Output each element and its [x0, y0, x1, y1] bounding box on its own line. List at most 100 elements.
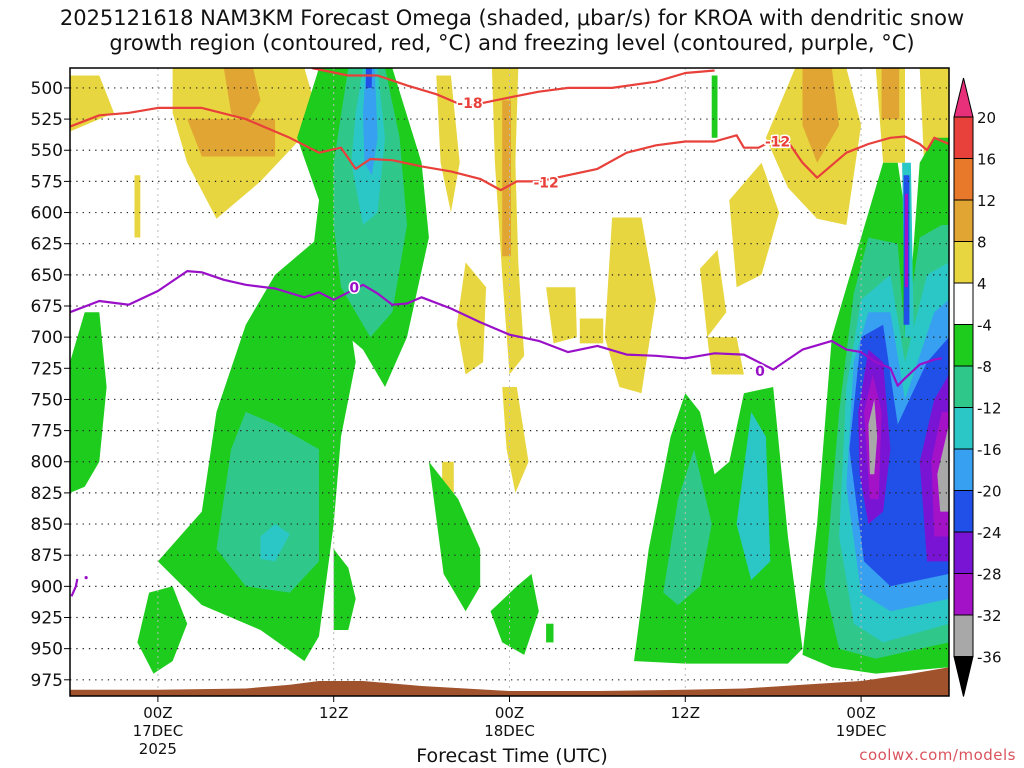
omega-region-20: [881, 68, 900, 120]
y-tick-label-750: 750: [31, 390, 63, 410]
omega-region-12: [604, 217, 656, 394]
x-axis-title: Forecast Time (UTC): [416, 745, 608, 767]
x-tick-date-0: 17DEC: [133, 722, 184, 740]
omega-shading: [70, 68, 949, 674]
contour-dot: [84, 576, 88, 580]
y-tick-label-850: 850: [31, 515, 63, 535]
y-tick-label-600: 600: [31, 204, 63, 224]
colorbar-label-11: -28: [977, 566, 1002, 584]
omega-region-50: [937, 424, 949, 512]
colorbar-label-6: -8: [977, 358, 992, 376]
contour-2: [70, 270, 942, 387]
gridlines: [70, 68, 949, 696]
omega-region-9: [502, 387, 529, 493]
contour-labels: -18 -12 -12 0 0: [348, 94, 792, 381]
colorbar-label-8: -16: [977, 441, 1002, 459]
colorbar-label-12: -32: [977, 607, 1002, 625]
omega-region-35: [490, 573, 539, 655]
omega-region-2: [223, 68, 261, 126]
colorbar-label-7: -12: [977, 400, 1002, 418]
y-tick-label-800: 800: [31, 453, 63, 473]
omega-region-24: [137, 586, 188, 674]
site-credit: coolwx.com/models: [859, 746, 1016, 764]
contour-label-1: -12: [533, 176, 558, 192]
colorbar-label-3: 8: [977, 234, 987, 252]
x-tick-label-0: 00Z: [143, 704, 172, 722]
contour-label-4: 0: [755, 364, 765, 380]
omega-region-22: [711, 75, 718, 138]
colorbar-bin-top: [953, 77, 974, 118]
contour-label-3: 0: [349, 280, 359, 296]
omega-region-0: [70, 75, 114, 132]
x-tick-label-12: 12Z: [319, 704, 348, 722]
omega-region-53: [905, 193, 908, 288]
omega-region-36: [546, 623, 554, 643]
y-tick-label-700: 700: [31, 328, 63, 348]
contour-label-2: -12: [765, 135, 790, 151]
colorbar-bin-8: [953, 407, 974, 450]
y-tick-label-675: 675: [31, 297, 63, 317]
colorbar-bin-11: [953, 531, 974, 574]
contour-0: [311, 68, 715, 108]
colorbar: 20 16 12 8 4 -4 -8 -12 -16 -20 -24 -28 -32 -36: [953, 77, 1002, 697]
colorbar-bin-bottom: [953, 656, 974, 697]
omega-region-4: [134, 175, 141, 238]
y-tick-label-575: 575: [31, 172, 63, 192]
colorbar-bin-12: [953, 573, 974, 616]
omega-region-3: [187, 119, 276, 157]
omega-region-15: [707, 337, 744, 375]
x-tick-label-48: 00Z: [846, 704, 875, 722]
contour-1: [70, 106, 949, 192]
y-tick-label-525: 525: [31, 110, 63, 130]
terrain: [70, 667, 949, 696]
y-tick-label-500: 500: [31, 79, 63, 99]
omega-region-23: [70, 312, 107, 493]
x-tick-year-0: 2025: [139, 740, 177, 758]
y-tick-label-875: 875: [31, 546, 63, 566]
omega-region-39: [736, 411, 771, 581]
omega-region-27: [260, 524, 290, 562]
colorbar-bin-2: [953, 158, 974, 201]
colorbar-label-13: -36: [977, 649, 1002, 667]
colorbar-bin-5: [953, 282, 974, 325]
colorbar-label-1: 16: [977, 151, 996, 169]
y-tick-label-950: 950: [31, 640, 63, 660]
x-tick-label-24: 00Z: [495, 704, 524, 722]
omega-region-49: [868, 399, 878, 475]
y-tick-label-550: 550: [31, 141, 63, 161]
y-tick-label-625: 625: [31, 235, 63, 255]
chart-title-line-2: growth region (contoured, red, °C) and f…: [109, 31, 915, 55]
colorbar-label-5: -4: [977, 317, 992, 335]
colorbar-bin-9: [953, 448, 974, 491]
omega-region-31: [363, 68, 378, 176]
omega-region-11: [546, 287, 577, 344]
chart-title-line-1: 2025121618 NAM3KM Forecast Omega (shaded…: [59, 6, 965, 30]
omega-region-14: [700, 249, 727, 338]
colorbar-bin-7: [953, 365, 974, 408]
x-tick-label-36: 12Z: [671, 704, 700, 722]
contours: [70, 68, 949, 597]
contour-3: [70, 578, 79, 597]
colorbar-label-4: 4: [977, 275, 987, 293]
omega-region-38: [663, 449, 712, 605]
colorbar-label-0: 20: [977, 109, 996, 127]
omega-region-7: [502, 100, 511, 257]
y-tick-label-650: 650: [31, 266, 63, 286]
y-tick-label-975: 975: [31, 671, 63, 691]
y-tick-label-825: 825: [31, 484, 63, 504]
terrain-area: [70, 667, 949, 696]
colorbar-bin-1: [953, 116, 974, 159]
omega-region-34: [428, 461, 481, 612]
colorbar-bin-13: [953, 614, 974, 657]
colorbar-label-10: -24: [977, 524, 1002, 542]
omega-region-16: [729, 162, 780, 288]
omega-region-33: [333, 549, 356, 630]
omega-region-26: [216, 411, 319, 593]
omega-region-13: [579, 318, 604, 344]
x-tick-date-24: 18DEC: [484, 722, 535, 740]
omega-region-18: [802, 68, 840, 163]
y-tick-label-900: 900: [31, 577, 63, 597]
y-tick-label-925: 925: [31, 609, 63, 629]
